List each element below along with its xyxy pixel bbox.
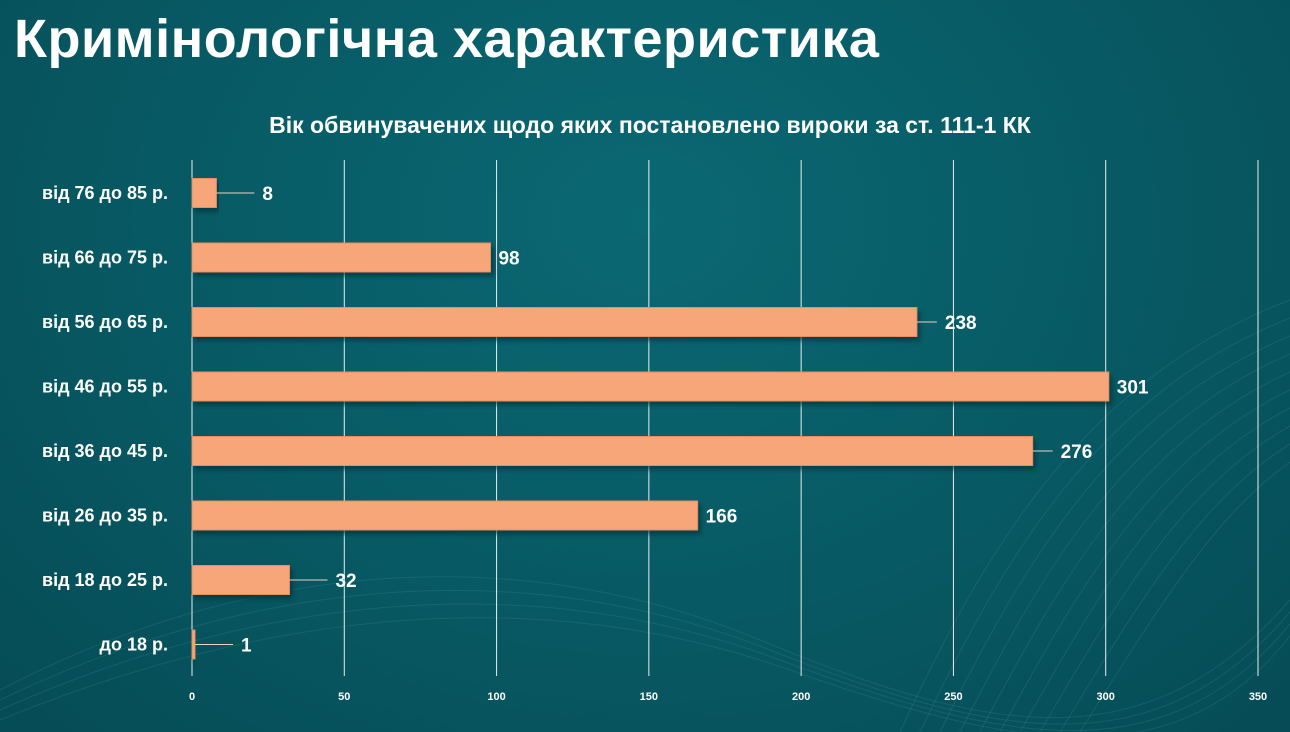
x-tick-label-50: 50 (338, 691, 350, 703)
x-tick-label-350: 350 (1249, 691, 1267, 703)
category-label: від 18 до 25 р. (42, 570, 168, 590)
category-label: від 46 до 55 р. (42, 377, 168, 397)
bar (191, 371, 1110, 402)
x-tick-label-300: 300 (1097, 691, 1115, 703)
value-label: 276 (1061, 442, 1093, 463)
value-label: 238 (945, 313, 977, 334)
bar (191, 629, 196, 660)
category-label: від 66 до 75 р. (42, 248, 168, 268)
category-label: від 36 до 45 р. (42, 441, 168, 461)
value-label: 1 (241, 636, 252, 657)
chart-title: Вік обвинувачених щодо яких постановлено… (269, 112, 1031, 138)
bar (191, 178, 217, 208)
category-label: від 26 до 35 р. (42, 506, 168, 526)
value-label: 32 (335, 571, 356, 592)
bar (191, 500, 699, 531)
x-tick-label-250: 250 (944, 691, 962, 703)
bar (191, 242, 491, 273)
x-tick-label-100: 100 (487, 691, 505, 703)
x-tick-label-0: 0 (189, 691, 195, 703)
category-label: від 56 до 65 р. (42, 312, 168, 332)
page-title: Кримінологічна характеристика (14, 9, 880, 69)
value-label: 8 (262, 184, 273, 205)
value-label: 98 (498, 249, 519, 270)
bar (191, 307, 918, 337)
x-tick-label-200: 200 (792, 691, 810, 703)
x-tick-label-150: 150 (640, 691, 658, 703)
value-label: 166 (706, 507, 738, 528)
bar (191, 436, 1034, 466)
bar (191, 565, 290, 595)
category-label: від 76 до 85 р. (42, 183, 168, 203)
value-label: 301 (1117, 378, 1149, 399)
category-label: до 18 р. (100, 635, 168, 655)
